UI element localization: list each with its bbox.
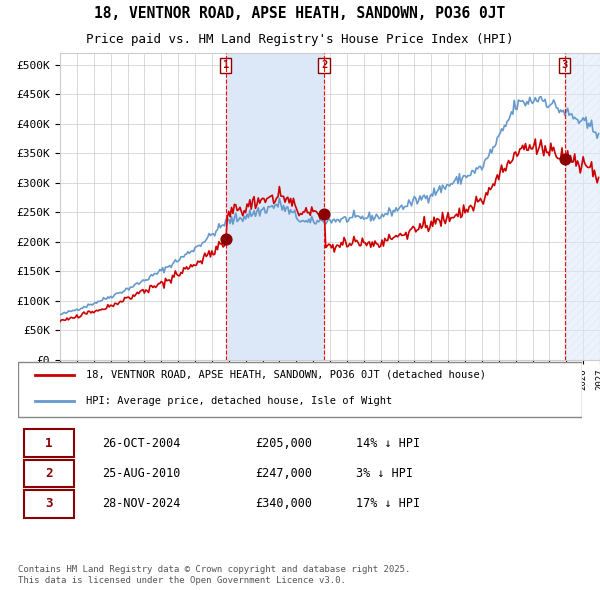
HPI: Average price, detached house, Isle of Wight: (2.02e+03, 2.89e+05): Average price, detached house, Isle of W… [442, 186, 449, 193]
FancyBboxPatch shape [18, 362, 582, 417]
Text: 25-AUG-2010: 25-AUG-2010 [103, 467, 181, 480]
Line: 18, VENTNOR ROAD, APSE HEATH, SANDOWN, PO36 0JT (detached house): 18, VENTNOR ROAD, APSE HEATH, SANDOWN, P… [60, 139, 599, 322]
Text: Price paid vs. HM Land Registry's House Price Index (HPI): Price paid vs. HM Land Registry's House … [86, 33, 514, 47]
Text: HPI: Average price, detached house, Isle of Wight: HPI: Average price, detached house, Isle… [86, 396, 392, 406]
HPI: Average price, detached house, Isle of Wight: (2.02e+03, 4.31e+05): Average price, detached house, Isle of W… [522, 102, 529, 109]
Text: £205,000: £205,000 [255, 437, 312, 450]
Text: Contains HM Land Registry data © Crown copyright and database right 2025.
This d: Contains HM Land Registry data © Crown c… [18, 565, 410, 585]
FancyBboxPatch shape [23, 490, 74, 517]
Text: 17% ↓ HPI: 17% ↓ HPI [356, 497, 421, 510]
Text: 3: 3 [562, 60, 568, 70]
Point [319, 209, 329, 219]
18, VENTNOR ROAD, APSE HEATH, SANDOWN, PO36 0JT (detached house) [592, 173, 599, 181]
Text: 26-OCT-2004: 26-OCT-2004 [103, 437, 181, 450]
HPI: Average price, detached house, Isle of Wight: (2e+03, 8.51e+04): Average price, detached house, Isle of W… [76, 306, 83, 313]
Bar [565, 53, 600, 360]
HPI: Average price, detached house, Isle of Wight: (2.03e+03, 3.76e+05): Average price, detached house, Isle of W… [593, 135, 600, 142]
18, VENTNOR ROAD, APSE HEATH, SANDOWN, PO36 0JT (detached house) [595, 174, 600, 181]
FancyBboxPatch shape [23, 430, 74, 457]
HPI: Average price, detached house, Isle of Wight: (2e+03, 9.62e+04): Average price, detached house, Isle of W… [93, 300, 100, 307]
Text: 3% ↓ HPI: 3% ↓ HPI [356, 467, 413, 480]
18, VENTNOR ROAD, APSE HEATH, SANDOWN, PO36 0JT (detached house) [440, 217, 448, 224]
Text: 18, VENTNOR ROAD, APSE HEATH, SANDOWN, PO36 0JT: 18, VENTNOR ROAD, APSE HEATH, SANDOWN, P… [94, 6, 506, 21]
Text: £247,000: £247,000 [255, 467, 312, 480]
18, VENTNOR ROAD, APSE HEATH, SANDOWN, PO36 0JT (detached house) [520, 146, 527, 153]
Text: 2: 2 [321, 60, 327, 70]
Text: 1: 1 [45, 437, 53, 450]
18, VENTNOR ROAD, APSE HEATH, SANDOWN, PO36 0JT (detached house) [532, 136, 539, 143]
Bar [226, 53, 324, 360]
HPI: Average price, detached house, Isle of Wight: (2.02e+03, 4.46e+05): Average price, detached house, Isle of W… [538, 93, 545, 100]
Point [560, 155, 569, 164]
Line: HPI: Average price, detached house, Isle of Wight: HPI: Average price, detached house, Isle… [60, 97, 599, 314]
HPI: Average price, detached house, Isle of Wight: (2e+03, 7.71e+04): Average price, detached house, Isle of W… [58, 311, 65, 318]
HPI: Average price, detached house, Isle of Wight: (2.01e+03, 2.38e+05): Average price, detached house, Isle of W… [335, 216, 342, 223]
Text: 2: 2 [45, 467, 53, 480]
Text: 1: 1 [223, 60, 229, 70]
Text: 14% ↓ HPI: 14% ↓ HPI [356, 437, 421, 450]
HPI: Average price, detached house, Isle of Wight: (2e+03, 7.71e+04): Average price, detached house, Isle of W… [56, 311, 64, 318]
18, VENTNOR ROAD, APSE HEATH, SANDOWN, PO36 0JT (detached house) [92, 308, 99, 315]
18, VENTNOR ROAD, APSE HEATH, SANDOWN, PO36 0JT (detached house) [334, 241, 341, 248]
Text: 28-NOV-2024: 28-NOV-2024 [103, 497, 181, 510]
HPI: Average price, detached house, Isle of Wight: (2.03e+03, 3.84e+05): Average price, detached house, Isle of W… [595, 130, 600, 137]
18, VENTNOR ROAD, APSE HEATH, SANDOWN, PO36 0JT (detached house) [56, 318, 64, 325]
Point [221, 234, 230, 244]
Text: £340,000: £340,000 [255, 497, 312, 510]
Text: 3: 3 [45, 497, 53, 510]
Text: 18, VENTNOR ROAD, APSE HEATH, SANDOWN, PO36 0JT (detached house): 18, VENTNOR ROAD, APSE HEATH, SANDOWN, P… [86, 370, 485, 379]
18, VENTNOR ROAD, APSE HEATH, SANDOWN, PO36 0JT (detached house) [74, 314, 82, 322]
FancyBboxPatch shape [23, 460, 74, 487]
